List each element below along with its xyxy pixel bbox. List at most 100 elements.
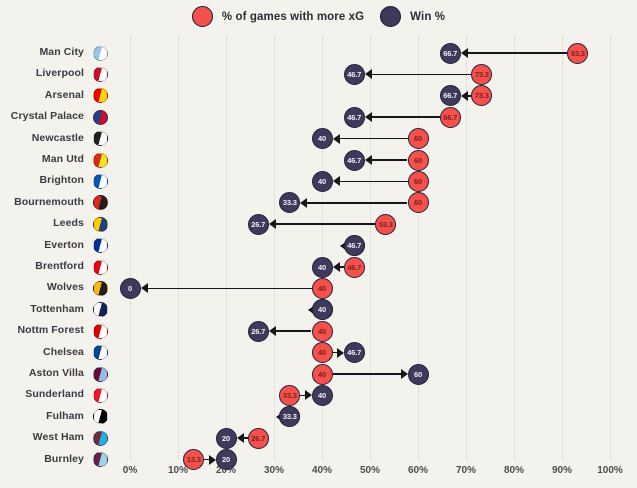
win-value-circle: 26.7	[247, 213, 269, 235]
arrow-head-icon	[332, 262, 340, 272]
win-value-circle: 20	[215, 427, 237, 449]
team-label: Man Utd	[41, 153, 84, 165]
arrow-line	[370, 73, 472, 76]
x-axis-label: 20%	[215, 465, 236, 476]
team-label: Everton	[44, 238, 84, 251]
arrow-head-icon	[336, 347, 344, 358]
team-label: West Ham	[32, 431, 84, 444]
team-label: Arsenal	[44, 88, 84, 101]
arrow-head-icon	[268, 219, 276, 230]
team-label: Leeds	[53, 217, 84, 230]
gridline	[178, 36, 179, 460]
win-value-circle: 66.7	[439, 42, 461, 64]
team-label: Newcastle	[31, 131, 84, 144]
arrow-head-icon	[304, 390, 312, 401]
win-value-circle: 33.3	[279, 192, 301, 214]
arrow-line	[274, 330, 312, 332]
arrow-line	[306, 202, 408, 204]
xg-value-circle: 33.3	[279, 384, 301, 406]
xg-value-circle: 60	[407, 128, 429, 150]
arrow-head-icon	[364, 112, 372, 123]
team-label: Wolves	[46, 281, 84, 294]
x-axis-label: 50%	[359, 465, 380, 476]
win-circle-icon	[380, 6, 402, 27]
team-badge-icon	[93, 173, 108, 189]
arrow-head-icon	[300, 197, 308, 208]
arrow-head-icon	[208, 454, 216, 465]
x-axis-label: 90%	[551, 465, 572, 476]
arrow-line	[332, 351, 338, 354]
legend-label-win: Win %	[410, 10, 446, 23]
gridline	[514, 36, 515, 460]
team-badge-icon	[93, 259, 108, 275]
team-label: Chelsea	[43, 345, 84, 358]
x-axis-label: 100%	[597, 465, 623, 476]
legend-label-xg: % of games with more xG	[221, 10, 365, 23]
team-label: Aston Villa	[28, 367, 84, 379]
team-badge-icon	[93, 366, 108, 382]
win-value-circle: 0	[119, 277, 141, 299]
legend-item-win: Win %	[380, 6, 445, 27]
team-label: Brentford	[35, 260, 84, 272]
win-value-circle: 40	[311, 128, 333, 150]
gridline	[466, 36, 467, 460]
team-badge-icon	[93, 345, 108, 361]
x-axis-label: 70%	[455, 465, 476, 476]
xg-value-circle: 60	[407, 192, 429, 214]
arrow-line	[332, 373, 402, 375]
team-badge-icon	[93, 302, 108, 318]
arrow-line	[370, 116, 440, 118]
x-axis-label: 40%	[311, 465, 332, 476]
arrow-line	[242, 437, 248, 439]
team-label: Burnley	[44, 452, 84, 465]
team-label: Liverpool	[35, 67, 84, 80]
win-value-circle: 46.7	[343, 149, 365, 171]
team-badge-icon	[93, 238, 108, 254]
legend-item-xg: % of games with more xG	[191, 6, 365, 27]
team-badge-icon	[93, 45, 108, 61]
xg-value-circle: 53.3	[375, 213, 397, 235]
arrow-line	[338, 266, 344, 268]
win-value-circle: 40	[311, 256, 333, 278]
team-label: Nottm Forest	[17, 324, 84, 337]
gridline	[610, 36, 611, 460]
arrow-head-icon	[268, 326, 276, 337]
arrow-head-icon	[140, 283, 148, 294]
arrow-head-icon	[236, 433, 244, 444]
team-label: Bournemouth	[14, 195, 84, 208]
arrow-line	[370, 159, 408, 161]
team-badge-icon	[93, 280, 108, 296]
x-axis-label: 60%	[407, 465, 428, 476]
xg-value-circle: 66.7	[439, 106, 461, 128]
win-value-circle: 26.7	[247, 320, 269, 342]
arrow-line	[274, 223, 376, 225]
win-value-circle: 46.7	[343, 106, 365, 128]
team-badge-icon	[93, 109, 108, 125]
x-axis-label: 30%	[263, 465, 284, 476]
arrow-head-icon	[460, 90, 468, 101]
gridline	[274, 36, 275, 460]
win-value-circle: 46.7	[343, 63, 365, 85]
arrow-head-icon	[400, 369, 408, 379]
xg-value-circle: 40	[311, 342, 333, 364]
arrow-line	[300, 394, 306, 397]
win-value-circle: 66.7	[439, 85, 461, 107]
team-badge-icon	[93, 430, 108, 446]
xg-value-circle: 60	[407, 149, 429, 171]
team-label: Man City	[39, 46, 84, 58]
arrow-line	[204, 458, 210, 461]
xg-value-circle: 73.3	[471, 63, 493, 85]
win-value-circle: 33.3	[279, 406, 301, 428]
arrow-line	[338, 137, 408, 140]
arrow-line	[146, 287, 312, 290]
arrow-line	[466, 52, 568, 54]
gridline	[226, 36, 227, 460]
win-value-circle: 40	[311, 170, 333, 192]
arrow-head-icon	[364, 155, 372, 165]
gridline	[130, 36, 131, 460]
xg-value-circle: 46.7	[343, 256, 365, 278]
xg-value-circle: 40	[311, 320, 333, 342]
team-label: Crystal Palace	[10, 110, 84, 123]
xg-value-circle: 40	[311, 277, 333, 299]
